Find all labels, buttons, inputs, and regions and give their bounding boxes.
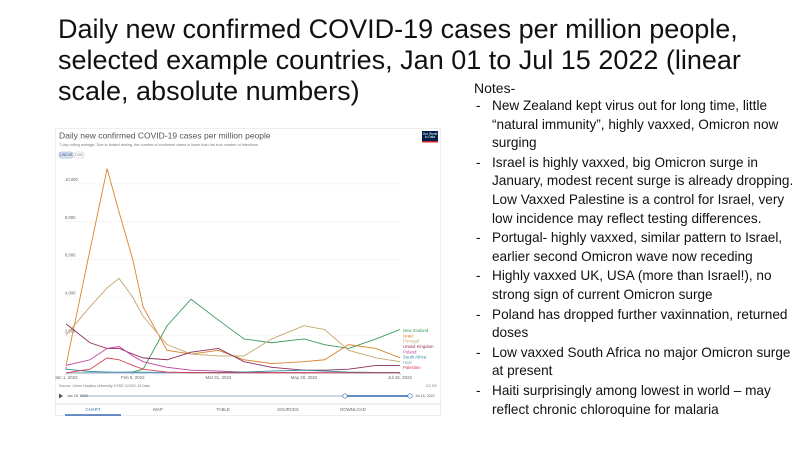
tabs: CHART MAP TABLE SOURCES DOWNLOAD (85, 407, 365, 412)
series-line (65, 357, 400, 374)
slide-title: Daily new confirmed COVID-19 cases per m… (58, 14, 741, 106)
x-tick-label: Mar 31, 2022 (206, 375, 232, 380)
source: Source: Johns Hopkins University CSSE CO… (59, 384, 150, 388)
note: New Zealand kept virus out for long time… (474, 97, 794, 153)
tab[interactable]: MAP (153, 407, 163, 412)
x-tick-label: May 20, 2022 (291, 375, 318, 380)
timeline-handle[interactable] (342, 393, 348, 399)
series-line (65, 323, 400, 371)
legend-label: Haiti (403, 360, 412, 365)
legend-label: Israel (403, 333, 414, 338)
series-line (65, 168, 401, 366)
legend-label: Poland (403, 349, 417, 354)
logo-box: Our World in Data (422, 131, 438, 140)
timeline-start: Jan 28, 2020 (67, 394, 88, 398)
note: Israel is highly vaxxed, big Omicron sur… (474, 154, 794, 228)
chart: Daily new confirmed COVID-19 cases per m… (55, 128, 441, 416)
license: CC BY (426, 384, 438, 388)
scale-button-label: LINEAR (60, 153, 73, 157)
tab[interactable]: CHART (85, 407, 100, 412)
y-tick-label: 10,000 (65, 177, 78, 182)
note: Highly vaxxed UK, USA (more than Israel!… (474, 267, 794, 304)
tab[interactable]: TABLE (216, 407, 230, 412)
chart-title: Daily new confirmed COVID-19 cases per m… (59, 130, 271, 140)
legend-label: United Kingdom (403, 344, 434, 349)
note: Poland has dropped further vaxinnation, … (474, 306, 794, 343)
timeline-handle[interactable] (407, 393, 413, 399)
chart-frame (55, 128, 441, 416)
scale-button-label: LOG (75, 153, 83, 157)
note: Low vaxxed South Africa no major Omicron… (474, 344, 794, 381)
y-tick-label: 4,000 (65, 290, 76, 295)
note: Haiti surprisingly among lowest in world… (474, 382, 794, 419)
chart-subtitle: 7-day rolling average. Due to limited te… (59, 143, 259, 147)
y-tick-label: 2,000 (65, 328, 76, 333)
note: Portugal- highly vaxxed, similar pattern… (474, 229, 794, 266)
x-tick-label: Jul 15, 2022 (388, 375, 412, 380)
legend-label: New Zealand (403, 328, 429, 333)
tab[interactable]: DOWNLOAD (340, 407, 366, 412)
tab[interactable]: SOURCES (277, 407, 299, 412)
legend-label: South Africa (403, 355, 427, 360)
legend-label: Palestine (403, 365, 421, 370)
logo-stripe (422, 141, 438, 143)
logo (422, 131, 438, 142)
x-tick-label: Feb 9, 2022 (121, 375, 145, 380)
legend-label: Portugal (403, 339, 419, 344)
y-tick-label: 0 (65, 366, 68, 371)
y-tick-label: 8,000 (65, 215, 76, 220)
x-tick-label: Jan 1, 2022 (55, 375, 78, 380)
notes-heading: Notes- (474, 80, 516, 96)
y-tick-label: 6,000 (65, 253, 76, 258)
notes-list: New Zealand kept virus out for long time… (474, 97, 794, 420)
logo-text: Our World in Data (422, 131, 438, 140)
play-button[interactable] (59, 393, 63, 399)
scale-button[interactable] (58, 151, 74, 159)
scale-button[interactable] (73, 151, 85, 159)
series-line (65, 277, 401, 363)
timeline-end: Jul 15, 2022 (415, 394, 435, 398)
